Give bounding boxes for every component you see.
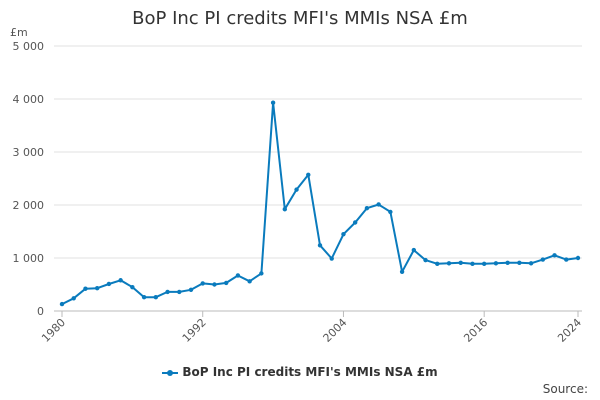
data-point xyxy=(306,172,311,177)
data-point xyxy=(212,282,217,287)
source-label: Source: xyxy=(542,382,588,396)
data-point xyxy=(247,279,252,284)
data-point xyxy=(575,255,581,261)
x-tick-label: 1992 xyxy=(180,316,209,345)
x-tick-label: 1980 xyxy=(39,316,68,345)
data-point xyxy=(481,261,487,267)
data-point xyxy=(130,284,135,290)
y-tick-label: 4 000 xyxy=(13,93,45,106)
data-point xyxy=(165,289,170,295)
data-point xyxy=(364,205,370,211)
data-point xyxy=(458,260,463,265)
data-point xyxy=(399,269,405,274)
x-tick-label: 2024 xyxy=(555,316,584,345)
data-point xyxy=(411,247,417,253)
y-axis-ticks: 0 1 000 2 000 3 000 4 000 5 000 xyxy=(13,40,45,318)
data-point xyxy=(177,289,182,295)
data-point xyxy=(188,287,194,292)
data-point xyxy=(329,256,334,261)
legend: BoP Inc PI credits MFI's MMIs NSA £m xyxy=(0,365,600,379)
y-tick-label: 5 000 xyxy=(13,40,45,53)
data-point xyxy=(71,296,76,301)
data-point xyxy=(493,261,499,266)
data-point xyxy=(540,257,546,262)
gridlines xyxy=(54,45,582,259)
x-tick-label: 2016 xyxy=(461,316,490,345)
x-tick-label: 2004 xyxy=(321,316,350,345)
data-point xyxy=(423,257,428,263)
data-point xyxy=(282,207,288,212)
data-point xyxy=(388,209,393,215)
data-point xyxy=(446,261,452,266)
data-point xyxy=(376,202,381,207)
data-point xyxy=(435,261,440,267)
legend-label: BoP Inc PI credits MFI's MMIs NSA £m xyxy=(182,365,438,379)
x-axis-ticks: 1980 1992 2004 2016 2024 xyxy=(39,316,584,345)
y-tick-label: 2 000 xyxy=(13,199,45,212)
data-point xyxy=(352,220,358,225)
data-point xyxy=(118,278,123,283)
data-point xyxy=(235,273,241,278)
chart-title: BoP Inc PI credits MFI's MMIs NSA £m xyxy=(132,8,468,29)
data-point xyxy=(106,281,112,287)
series-layer xyxy=(59,100,581,307)
data-point xyxy=(341,231,346,237)
data-point xyxy=(517,260,522,265)
y-axis-unit-label: £m xyxy=(10,26,28,39)
data-point xyxy=(470,261,475,267)
data-point xyxy=(317,243,323,248)
data-point xyxy=(200,281,205,286)
data-point xyxy=(294,187,299,192)
data-point xyxy=(505,260,510,265)
data-point xyxy=(552,253,557,258)
series-line xyxy=(61,101,579,305)
data-point xyxy=(564,257,569,262)
y-tick-label: 1 000 xyxy=(13,252,45,265)
data-point xyxy=(259,271,264,276)
data-point xyxy=(528,261,534,266)
data-point xyxy=(223,280,229,286)
data-point xyxy=(270,100,276,105)
y-tick-label: 3 000 xyxy=(13,146,45,159)
y-tick-label: 0 xyxy=(37,305,44,318)
data-point xyxy=(59,301,65,307)
data-point xyxy=(83,286,88,291)
legend-marker-icon xyxy=(162,368,179,378)
axes xyxy=(54,310,582,317)
data-point xyxy=(141,295,147,300)
data-point xyxy=(153,295,159,300)
data-point xyxy=(94,286,100,291)
